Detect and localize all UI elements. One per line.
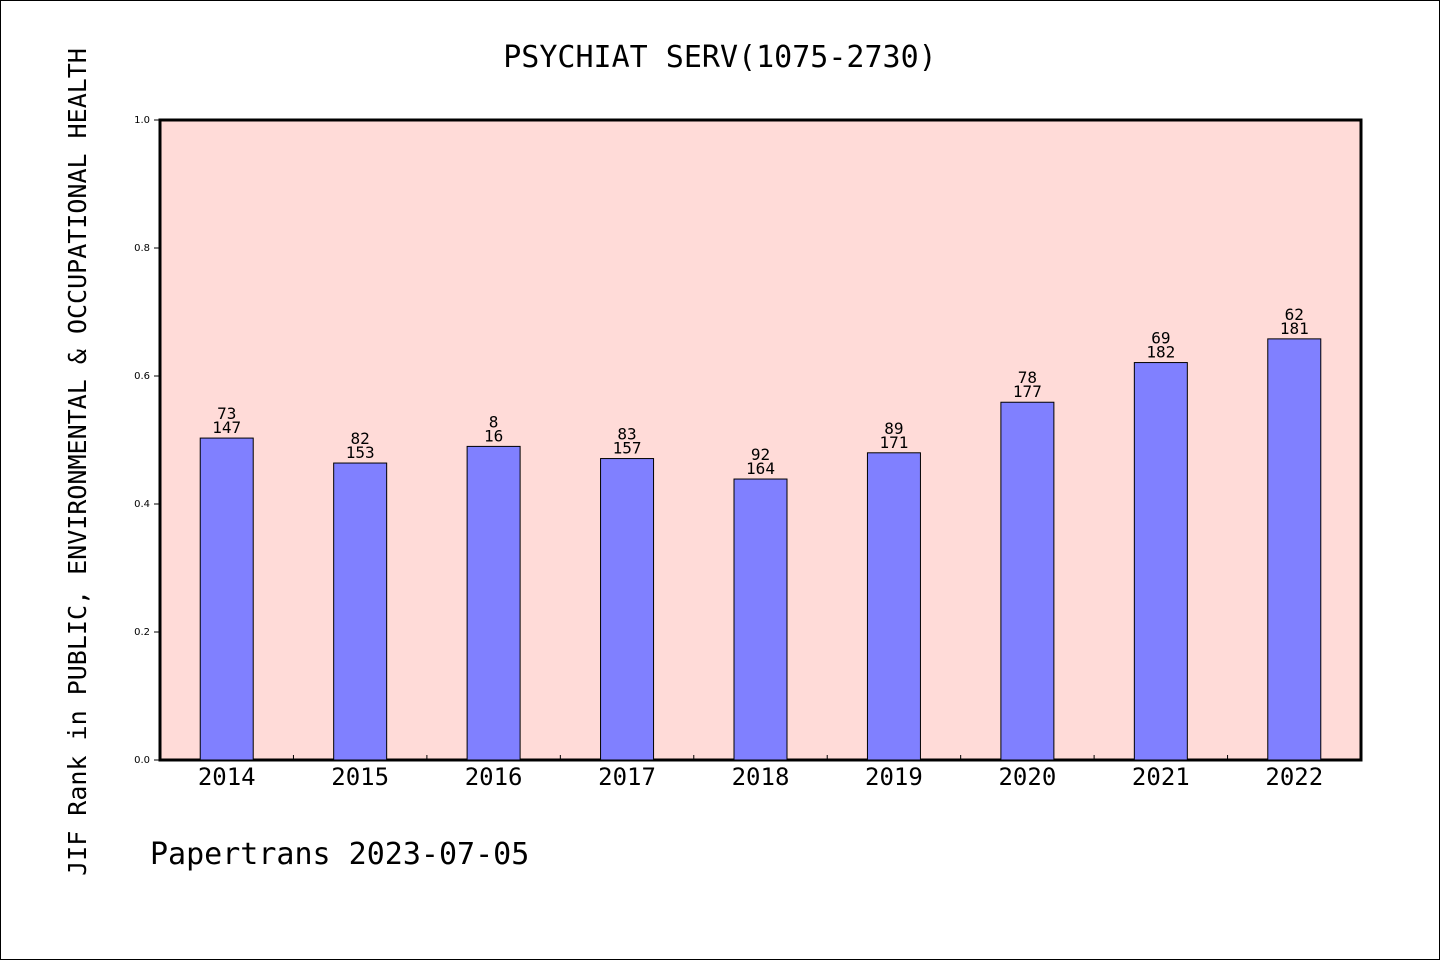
footer-credit: Papertrans 2023-07-05: [150, 837, 529, 872]
bar-2014: [199, 437, 254, 761]
bar-total-label: 181: [1280, 319, 1309, 338]
bar-rank-label: 82: [351, 429, 370, 448]
x-axis-ticks: 2014 2015 2016 2017 2018 2019 2020 2021 2022: [198, 755, 1323, 791]
x-tick-label: 2019: [865, 763, 923, 791]
y-tick-label: 0.6: [134, 371, 150, 382]
y-axis-label: JIF Rank in PUBLIC, ENVIRONMENTAL & OCCU…: [63, 48, 92, 876]
bar-rank-label: 89: [884, 419, 903, 438]
y-tick-label: 0.8: [134, 243, 150, 254]
x-tick-label: 2018: [732, 763, 790, 791]
x-tick-label: 2015: [331, 763, 389, 791]
x-tick-label: 2022: [1265, 763, 1323, 791]
bar-rank-label: 69: [1151, 329, 1170, 348]
bar-2019: [866, 452, 921, 761]
bar-total-label: 182: [1146, 343, 1175, 362]
bar-total-label: 164: [746, 459, 775, 478]
x-tick-label: 2021: [1132, 763, 1190, 791]
bar-rank-label: 92: [751, 445, 770, 464]
x-tick-label: 2020: [998, 763, 1056, 791]
bar-2017: [600, 458, 655, 761]
bar-2022: [1267, 338, 1322, 761]
bar-rank-label: 8: [489, 412, 499, 431]
x-tick-label: 2016: [465, 763, 523, 791]
bar-rank-label: 73: [217, 404, 236, 423]
bar-2020: [1000, 401, 1055, 761]
bar-rank-label: 78: [1018, 368, 1037, 387]
y-tick-label: 0.2: [134, 627, 150, 638]
bar-rank-label: 62: [1285, 305, 1304, 324]
bar-rank-label: 83: [617, 425, 636, 444]
bar-total-label: 153: [346, 443, 375, 462]
bar-total-label: 16: [484, 426, 503, 445]
bar-total-label: 171: [879, 433, 908, 452]
y-tick-label: 1.0: [134, 115, 150, 126]
bar-2021: [1133, 362, 1188, 761]
bar-total-label: 177: [1013, 382, 1042, 401]
bar-2018: [733, 478, 788, 761]
bar-total-label: 157: [613, 439, 642, 458]
bar-2016: [466, 445, 521, 761]
y-axis-ticks: 0.0 0.2 0.4 0.6 0.8 1.0: [134, 115, 160, 766]
bar-2015: [333, 462, 388, 761]
bar-total-label: 147: [212, 418, 241, 437]
x-tick-label: 2014: [198, 763, 256, 791]
x-tick-label: 2017: [598, 763, 656, 791]
y-tick-label: 0.4: [134, 499, 150, 510]
y-tick-label: 0.0: [134, 755, 150, 766]
chart-title: PSYCHIAT SERV(1075-2730): [503, 40, 936, 75]
